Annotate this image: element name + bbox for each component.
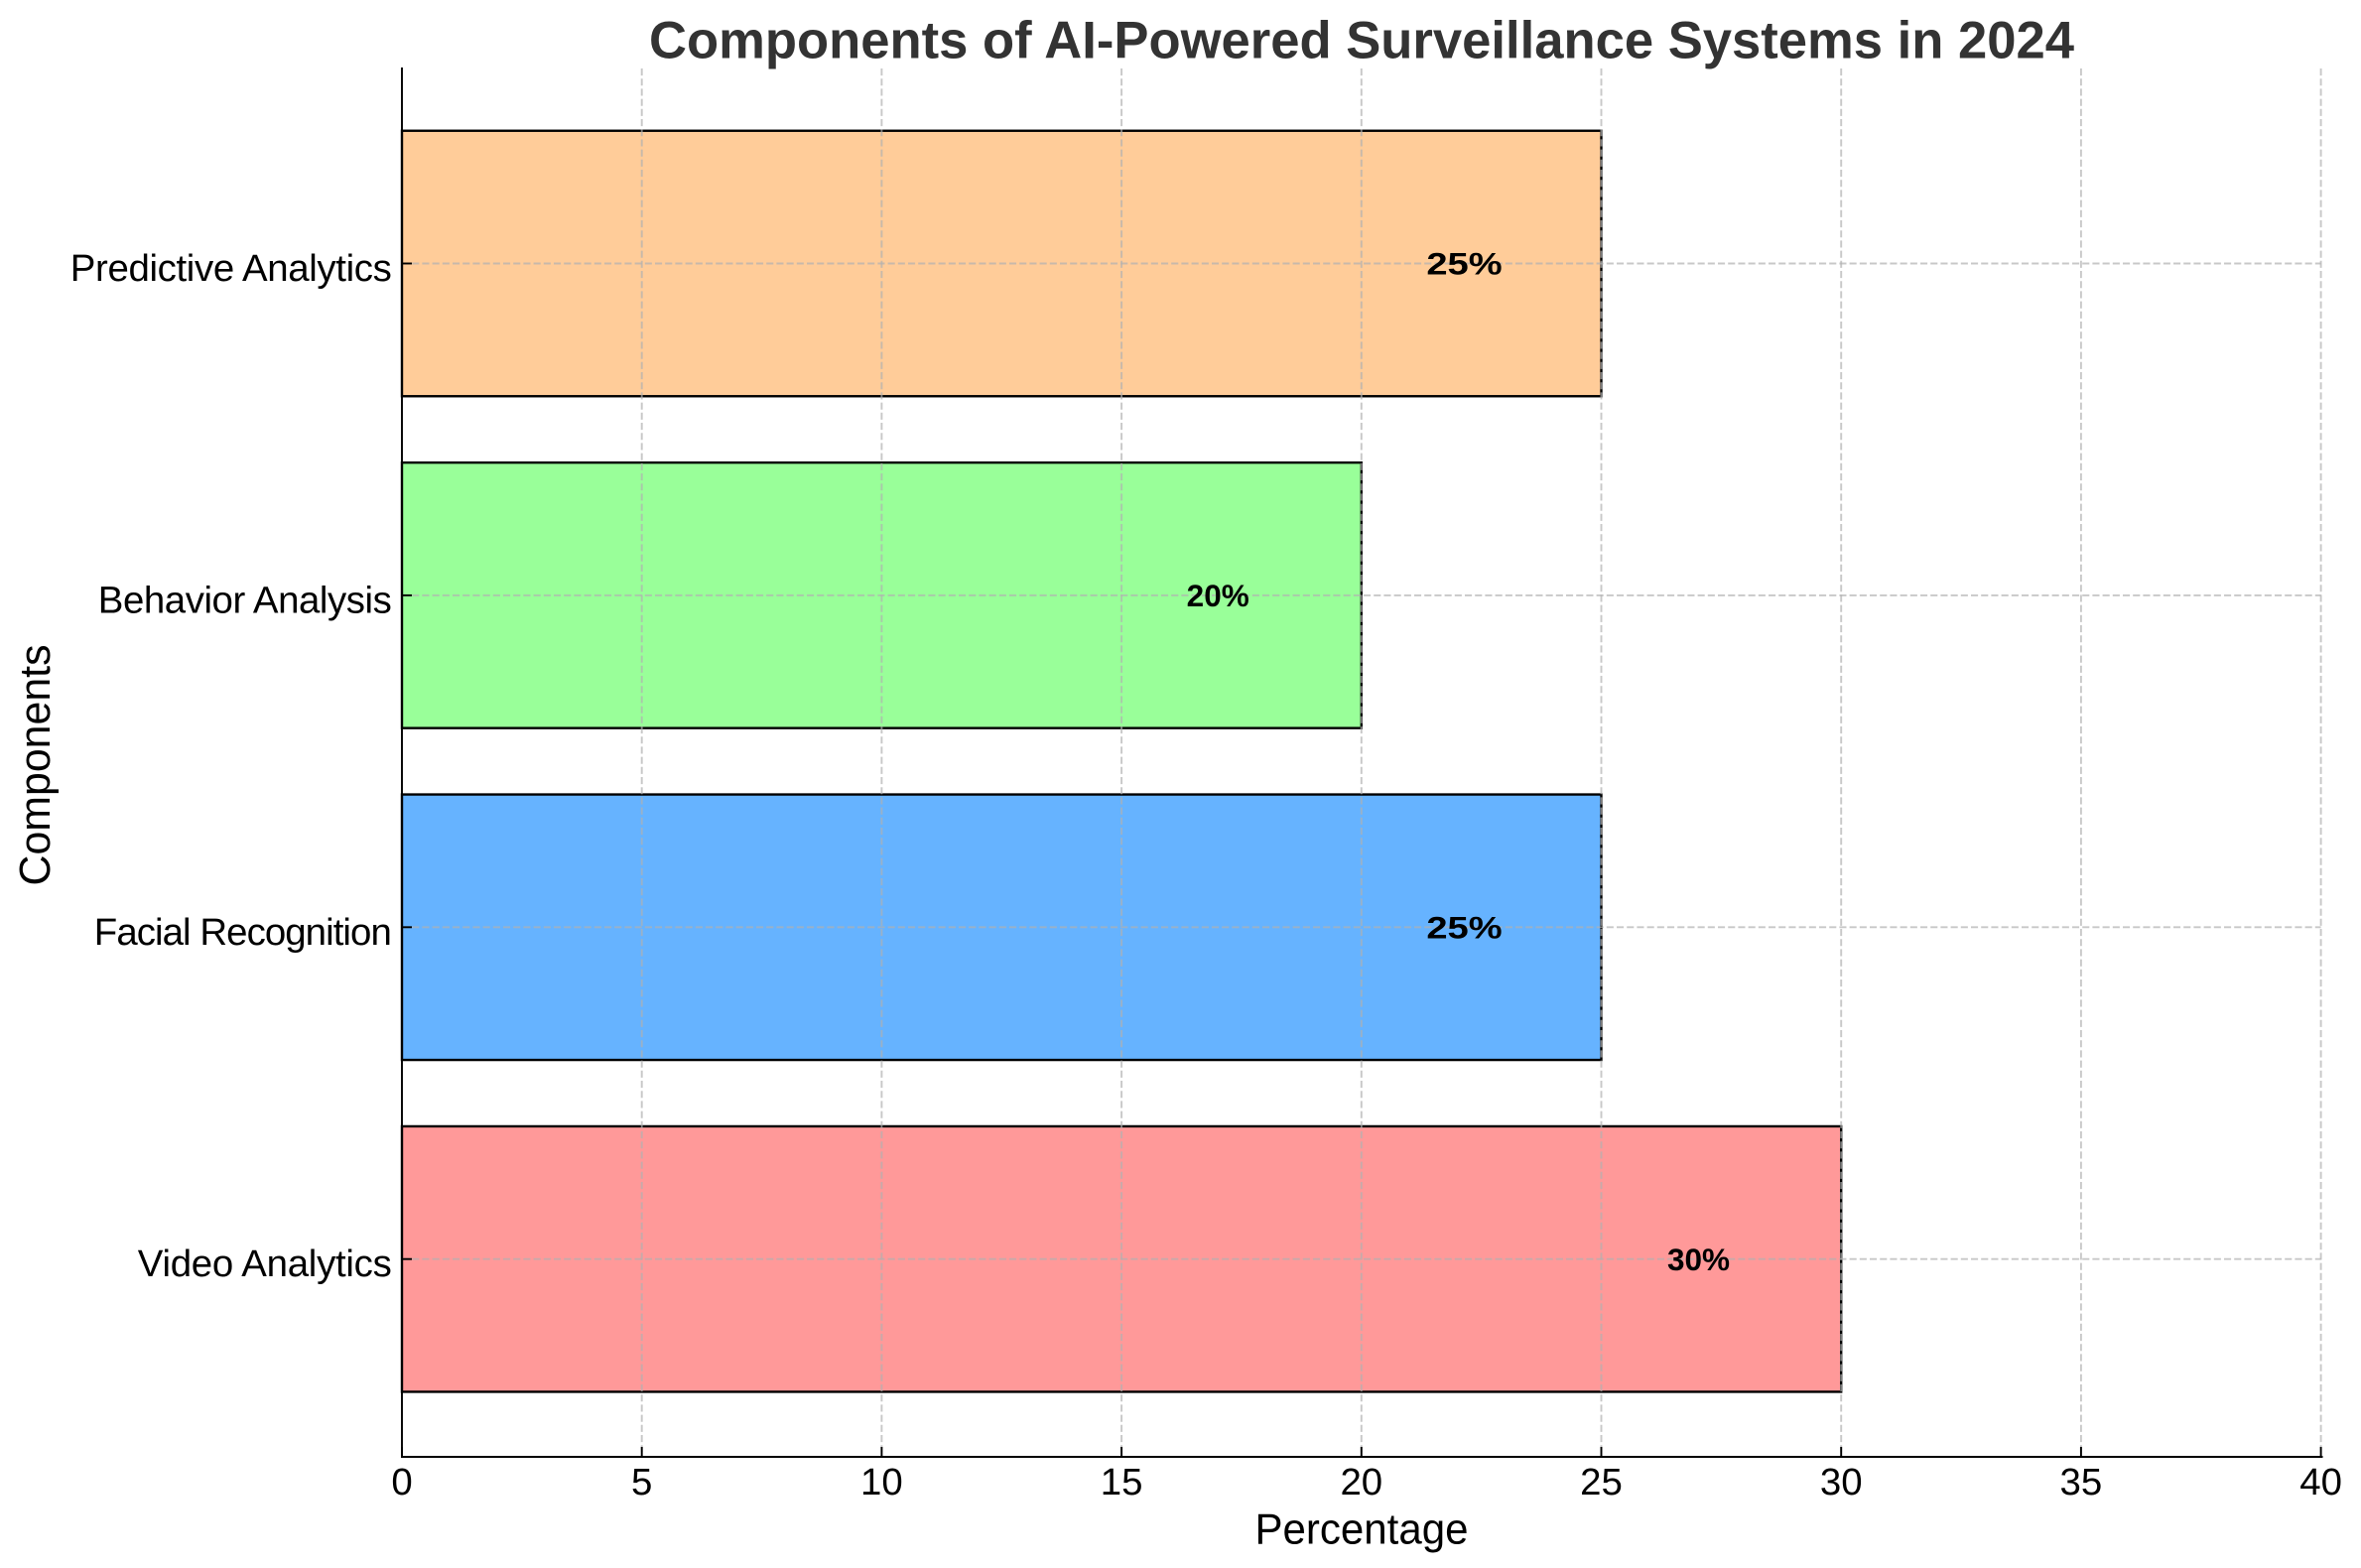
svg-text:5: 5 (631, 1461, 652, 1503)
svg-text:Facial Recognition: Facial Recognition (94, 911, 392, 954)
svg-text:20%: 20% (1187, 578, 1249, 613)
svg-text:10: 10 (860, 1461, 903, 1503)
svg-text:Video Analytics: Video Analytics (138, 1242, 392, 1285)
svg-text:30%: 30% (1667, 1241, 1730, 1277)
svg-text:15: 15 (1101, 1461, 1143, 1503)
svg-text:Percentage: Percentage (1255, 1505, 1469, 1554)
svg-text:25%: 25% (1426, 911, 1502, 946)
svg-text:Behavior Analysis: Behavior Analysis (98, 579, 392, 621)
svg-text:25: 25 (1580, 1461, 1623, 1503)
svg-text:0: 0 (391, 1461, 412, 1503)
svg-text:20: 20 (1340, 1461, 1382, 1503)
svg-text:Components: Components (11, 645, 60, 886)
svg-text:30: 30 (1820, 1461, 1863, 1503)
svg-text:25%: 25% (1426, 247, 1502, 282)
svg-text:Predictive Analytics: Predictive Analytics (70, 247, 392, 290)
svg-text:35: 35 (2060, 1461, 2103, 1503)
svg-text:Components of AI-Powered Surve: Components of AI-Powered Surveillance Sy… (649, 11, 2075, 69)
svg-text:40: 40 (2299, 1461, 2342, 1503)
